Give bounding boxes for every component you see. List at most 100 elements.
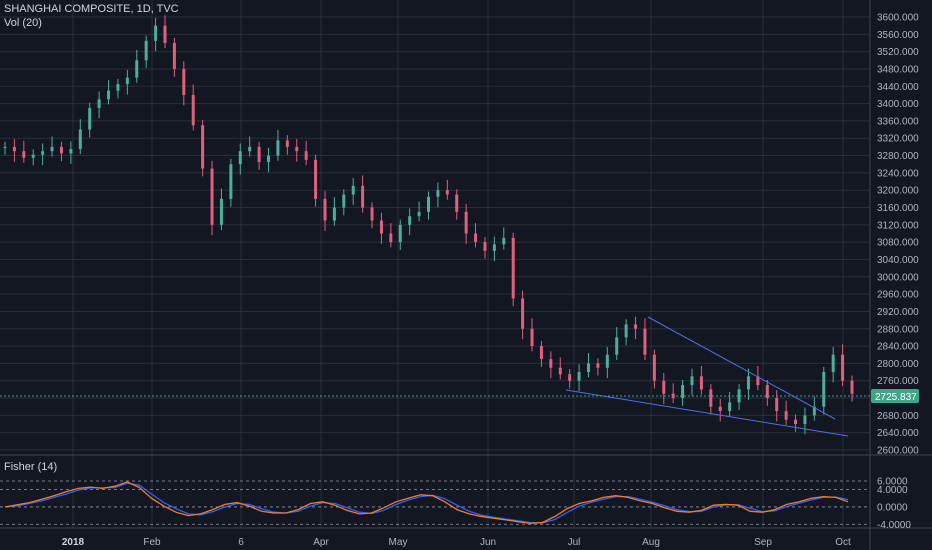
candle	[709, 384, 713, 415]
candle	[427, 191, 430, 220]
candle	[643, 318, 647, 360]
fisher-pane	[0, 480, 870, 525]
candle	[88, 102, 92, 138]
price-tick-label: 2800.000	[877, 359, 919, 370]
time-tick-label: Aug	[642, 537, 660, 548]
time-tick-label: Sep	[754, 537, 772, 548]
wedge-lower-trendline[interactable]	[565, 389, 849, 437]
candle	[78, 119, 82, 155]
candle	[201, 120, 205, 177]
price-tick-label: 2840.000	[877, 342, 919, 353]
fisher-indicator-label[interactable]: Fisher (14)	[4, 461, 58, 473]
candle	[794, 414, 798, 432]
candle	[154, 17, 158, 52]
candle	[417, 201, 421, 222]
candle	[229, 159, 233, 207]
time-tick-label: Feb	[143, 537, 161, 548]
trendlines	[565, 316, 849, 437]
candle	[615, 327, 619, 360]
symbol-title[interactable]: SHANGHAI COMPOSITE, 1D, TVC	[4, 3, 179, 15]
candle	[549, 351, 553, 379]
candle	[408, 208, 412, 236]
candle	[22, 140, 26, 163]
price-tick-label: 3520.000	[877, 47, 919, 58]
indicator-tick-label: 4.0000	[877, 485, 908, 496]
indicator-tick-label: -4.0000	[877, 520, 911, 531]
grid-lines	[0, 0, 870, 528]
candle	[248, 136, 252, 157]
candle	[765, 379, 769, 406]
candle	[323, 191, 327, 231]
candle	[69, 141, 73, 164]
price-tick-label: 2600.000	[877, 446, 919, 457]
indicator-tick-label: 6.0000	[877, 477, 908, 488]
volume-indicator-label[interactable]: Vol (20)	[4, 17, 42, 29]
candle	[511, 232, 515, 307]
candle	[97, 91, 101, 119]
candle	[314, 154, 318, 207]
time-tick-label: Apr	[313, 537, 329, 548]
candle	[59, 141, 63, 162]
candle	[530, 318, 534, 352]
trigger-line	[4, 482, 849, 524]
candle	[304, 140, 308, 166]
candle	[699, 365, 703, 395]
candle	[634, 316, 638, 340]
candle	[841, 344, 845, 386]
time-tick-label: Jul	[568, 537, 581, 548]
candlestick-series	[3, 15, 854, 435]
candle	[502, 227, 506, 250]
candle	[12, 139, 16, 162]
time-tick-label: May	[389, 537, 408, 548]
price-axis[interactable]: 3600.000 3560.000 3520.000 3480.000 3440.000…	[877, 13, 919, 457]
time-tick-label: Oct	[835, 537, 851, 548]
candle	[681, 379, 685, 406]
candle	[389, 223, 393, 248]
candle	[652, 349, 656, 389]
candle	[436, 182, 440, 208]
candle	[219, 188, 223, 231]
price-tick-label: 3160.000	[877, 203, 919, 214]
price-tick-label: 3240.000	[877, 168, 919, 179]
candle	[464, 204, 468, 244]
candle	[125, 69, 129, 95]
candle	[107, 80, 111, 105]
candle	[50, 136, 54, 157]
price-tick-label: 3120.000	[877, 220, 919, 231]
candle	[718, 398, 722, 422]
price-tick-label: 3320.000	[877, 134, 919, 145]
candle	[210, 160, 214, 236]
candle	[257, 141, 261, 170]
price-tick-label: 2640.000	[877, 428, 919, 439]
candle	[831, 346, 835, 383]
time-tick-label: 6	[238, 537, 244, 548]
price-tick-label: 3600.000	[877, 13, 919, 24]
candle	[596, 358, 600, 376]
candle	[267, 147, 271, 173]
candle	[3, 141, 7, 155]
candle	[662, 372, 666, 405]
candle	[822, 366, 826, 415]
candle	[379, 212, 383, 244]
candle	[398, 219, 402, 250]
last-price-value: 2725.837	[875, 392, 917, 403]
price-tick-label: 2960.000	[877, 290, 919, 301]
candle	[521, 290, 525, 340]
candle	[332, 197, 336, 226]
candle	[784, 400, 788, 425]
candle	[775, 390, 779, 422]
candle	[342, 189, 346, 216]
price-tick-label: 2760.000	[877, 376, 919, 387]
wedge-upper-trendline[interactable]	[647, 316, 836, 420]
candle	[135, 49, 139, 83]
candle	[370, 202, 374, 229]
candle	[690, 368, 694, 396]
time-tick-label: Jun	[480, 537, 496, 548]
time-axis[interactable]: 2018 Feb 6 Apr May Jun Jul Aug Sep Oct	[62, 537, 851, 548]
candle	[492, 236, 496, 262]
candle	[276, 130, 280, 161]
price-tick-label: 3000.000	[877, 272, 919, 283]
